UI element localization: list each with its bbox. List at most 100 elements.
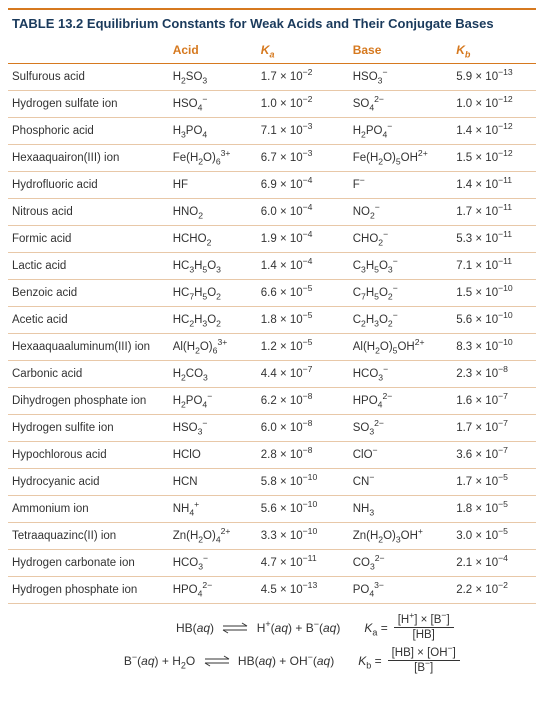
cell-kb: 2.2 × 10−2 bbox=[452, 577, 536, 604]
table-row: Hypochlorous acidHClO2.8 × 10−8ClO−3.6 ×… bbox=[8, 442, 536, 469]
table-number: TABLE 13.2 bbox=[12, 16, 83, 31]
table-row: Dihydrogen phosphate ionH2PO4−6.2 × 10−8… bbox=[8, 388, 536, 415]
cell-ka: 1.0 × 10−2 bbox=[257, 91, 349, 118]
col-kb: Kb bbox=[452, 37, 536, 64]
cell-acid: Zn(H2O)42+ bbox=[169, 523, 257, 550]
cell-ka: 4.5 × 10−13 bbox=[257, 577, 349, 604]
cell-acid: NH4+ bbox=[169, 496, 257, 523]
cell-kb: 2.3 × 10−8 bbox=[452, 361, 536, 388]
cell-name: Hydrocyanic acid bbox=[8, 469, 169, 496]
table-row: Ammonium ionNH4+5.6 × 10−10NH31.8 × 10−5 bbox=[8, 496, 536, 523]
cell-kb: 8.3 × 10−10 bbox=[452, 334, 536, 361]
cell-ka: 1.9 × 10−4 bbox=[257, 226, 349, 253]
cell-ka: 6.9 × 10−4 bbox=[257, 172, 349, 199]
cell-name: Hydrogen sulfate ion bbox=[8, 91, 169, 118]
cell-acid: HSO3− bbox=[169, 415, 257, 442]
cell-name: Dihydrogen phosphate ion bbox=[8, 388, 169, 415]
cell-ka: 5.6 × 10−10 bbox=[257, 496, 349, 523]
table-row: Hexaaquairon(III) ionFe(H2O)63+6.7 × 10−… bbox=[8, 145, 536, 172]
cell-base: F− bbox=[349, 172, 452, 199]
equilibrium-arrow-icon bbox=[221, 622, 249, 634]
cell-base: CN− bbox=[349, 469, 452, 496]
table-row: Hydrogen sulfite ionHSO3−6.0 × 10−8SO32−… bbox=[8, 415, 536, 442]
cell-acid: HC2H3O2 bbox=[169, 307, 257, 334]
eq2-reaction: B−(aq) + H2O HB(aq) + OH−(aq) bbox=[84, 654, 334, 668]
cell-kb: 7.1 × 10−11 bbox=[452, 253, 536, 280]
cell-base: Al(H2O)5OH2+ bbox=[349, 334, 452, 361]
table-row: Phosphoric acidH3PO47.1 × 10−3H2PO4−1.4 … bbox=[8, 118, 536, 145]
cell-name: Acetic acid bbox=[8, 307, 169, 334]
cell-acid: HCHO2 bbox=[169, 226, 257, 253]
cell-ka: 4.7 × 10−11 bbox=[257, 550, 349, 577]
cell-name: Hydrofluoric acid bbox=[8, 172, 169, 199]
cell-ka: 6.0 × 10−4 bbox=[257, 199, 349, 226]
table-title: TABLE 13.2 Equilibrium Constants for Wea… bbox=[8, 10, 536, 37]
cell-name: Hydrogen sulfite ion bbox=[8, 415, 169, 442]
cell-kb: 5.9 × 10−13 bbox=[452, 64, 536, 91]
cell-name: Hexaaquaaluminum(III) ion bbox=[8, 334, 169, 361]
cell-ka: 1.4 × 10−4 bbox=[257, 253, 349, 280]
cell-ka: 3.3 × 10−10 bbox=[257, 523, 349, 550]
cell-kb: 3.6 × 10−7 bbox=[452, 442, 536, 469]
cell-name: Carbonic acid bbox=[8, 361, 169, 388]
cell-acid: HPO42− bbox=[169, 577, 257, 604]
cell-base: CO32− bbox=[349, 550, 452, 577]
cell-name: Sulfurous acid bbox=[8, 64, 169, 91]
col-base: Base bbox=[349, 37, 452, 64]
cell-acid: H3PO4 bbox=[169, 118, 257, 145]
equations: HB(aq) H+(aq) + B−(aq) Ka = [H+] × [B−] … bbox=[8, 614, 536, 674]
cell-base: CHO2− bbox=[349, 226, 452, 253]
cell-acid: HCO3− bbox=[169, 550, 257, 577]
table-row: Lactic acidHC3H5O31.4 × 10−4C3H5O3−7.1 ×… bbox=[8, 253, 536, 280]
cell-ka: 1.7 × 10−2 bbox=[257, 64, 349, 91]
cell-kb: 1.6 × 10−7 bbox=[452, 388, 536, 415]
cell-name: Hydrogen phosphate ion bbox=[8, 577, 169, 604]
cell-name: Hydrogen carbonate ion bbox=[8, 550, 169, 577]
cell-acid: H2PO4− bbox=[169, 388, 257, 415]
table-row: Acetic acidHC2H3O21.8 × 10−5C2H3O2−5.6 ×… bbox=[8, 307, 536, 334]
cell-kb: 1.0 × 10−12 bbox=[452, 91, 536, 118]
equation-ka: HB(aq) H+(aq) + B−(aq) Ka = [H+] × [B−] … bbox=[8, 614, 536, 641]
cell-base: HPO42− bbox=[349, 388, 452, 415]
cell-acid: HCN bbox=[169, 469, 257, 496]
cell-kb: 1.4 × 10−11 bbox=[452, 172, 536, 199]
equation-kb: B−(aq) + H2O HB(aq) + OH−(aq) Kb = [HB] … bbox=[8, 647, 536, 674]
cell-base: C3H5O3− bbox=[349, 253, 452, 280]
table-row: Benzoic acidHC7H5O26.6 × 10−5C7H5O2−1.5 … bbox=[8, 280, 536, 307]
table-row: Hydrogen sulfate ionHSO4−1.0 × 10−2SO42−… bbox=[8, 91, 536, 118]
cell-base: HSO3− bbox=[349, 64, 452, 91]
eq1-expression: Ka = [H+] × [B−] [HB] bbox=[364, 614, 453, 641]
cell-acid: HC7H5O2 bbox=[169, 280, 257, 307]
table-13-2: TABLE 13.2 Equilibrium Constants for Wea… bbox=[8, 8, 536, 674]
cell-base: C2H3O2− bbox=[349, 307, 452, 334]
cell-ka: 2.8 × 10−8 bbox=[257, 442, 349, 469]
cell-acid: H2SO3 bbox=[169, 64, 257, 91]
cell-acid: HF bbox=[169, 172, 257, 199]
cell-name: Nitrous acid bbox=[8, 199, 169, 226]
cell-ka: 1.2 × 10−5 bbox=[257, 334, 349, 361]
cell-base: Fe(H2O)5OH2+ bbox=[349, 145, 452, 172]
table-row: Hydrocyanic acidHCN5.8 × 10−10CN−1.7 × 1… bbox=[8, 469, 536, 496]
cell-kb: 1.7 × 10−7 bbox=[452, 415, 536, 442]
cell-kb: 5.6 × 10−10 bbox=[452, 307, 536, 334]
cell-ka: 6.7 × 10−3 bbox=[257, 145, 349, 172]
table-title-text: Equilibrium Constants for Weak Acids and… bbox=[87, 16, 494, 31]
cell-acid: H2CO3 bbox=[169, 361, 257, 388]
cell-ka: 6.0 × 10−8 bbox=[257, 415, 349, 442]
cell-acid: HClO bbox=[169, 442, 257, 469]
cell-acid: Fe(H2O)63+ bbox=[169, 145, 257, 172]
table-row: Hexaaquaaluminum(III) ionAl(H2O)63+1.2 ×… bbox=[8, 334, 536, 361]
cell-name: Tetraaquazinc(II) ion bbox=[8, 523, 169, 550]
cell-base: NO2− bbox=[349, 199, 452, 226]
cell-kb: 1.4 × 10−12 bbox=[452, 118, 536, 145]
cell-base: HCO3− bbox=[349, 361, 452, 388]
table-row: Carbonic acidH2CO34.4 × 10−7HCO3−2.3 × 1… bbox=[8, 361, 536, 388]
equilibrium-arrow-icon bbox=[203, 655, 231, 667]
cell-name: Ammonium ion bbox=[8, 496, 169, 523]
cell-ka: 4.4 × 10−7 bbox=[257, 361, 349, 388]
cell-base: SO32− bbox=[349, 415, 452, 442]
col-name bbox=[8, 37, 169, 64]
cell-acid: HNO2 bbox=[169, 199, 257, 226]
col-ka: Ka bbox=[257, 37, 349, 64]
cell-kb: 1.7 × 10−5 bbox=[452, 469, 536, 496]
